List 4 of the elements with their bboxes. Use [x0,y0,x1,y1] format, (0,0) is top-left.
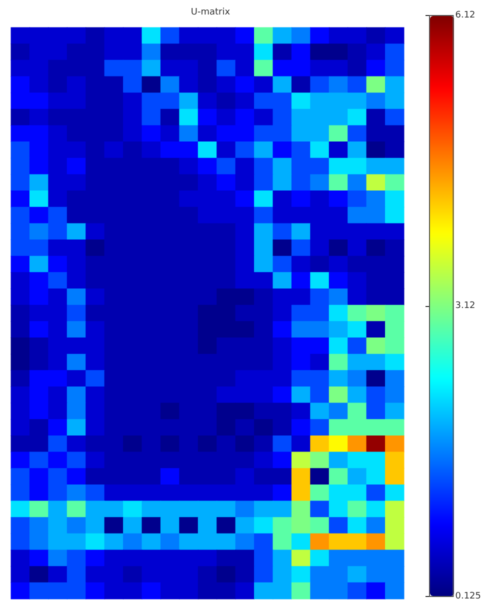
color-bar-label: 0.125 [455,592,481,602]
chart-title: U-matrix [190,8,231,18]
color-bar-label: 3.12 [455,301,476,312]
color-bar-label: 6.12 [455,10,476,20]
